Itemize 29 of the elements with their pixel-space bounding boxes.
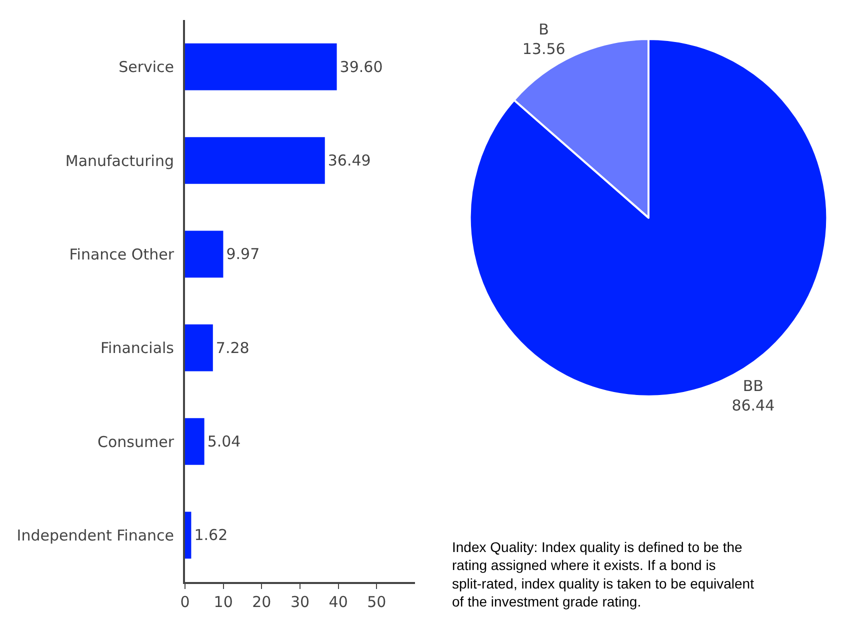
y-tick-label: Manufacturing: [65, 152, 174, 170]
slice-label: BB: [742, 377, 764, 396]
x-tick-label: 0: [180, 593, 190, 611]
bar: [185, 418, 204, 465]
slice-label: B: [538, 20, 549, 39]
x-tick-label: 40: [328, 593, 348, 611]
x-tick-label: 20: [252, 593, 272, 611]
y-tick-label: Service: [118, 58, 174, 76]
bar: [185, 43, 337, 90]
bar: [185, 324, 213, 372]
y-tick-label: Finance Other: [69, 245, 175, 264]
text: Index Quality: Index quality is defined to be the rating assigned where it exists. If a bond is split-rated, index quality is taken to be equivalent of the investment grade rating.: [452, 539, 754, 610]
x-tick-label: 30: [290, 593, 310, 611]
bar: [185, 230, 224, 278]
x-tick-label: 10: [214, 593, 233, 611]
bar: [185, 512, 192, 559]
data-label: 86.44: [732, 396, 775, 415]
data-label: 7.28: [216, 338, 250, 357]
y-tick-label: Independent Finance: [16, 526, 174, 544]
x-tick-label: 50: [367, 593, 386, 611]
data-label: 1.62: [194, 526, 228, 544]
data-label: 39.60: [340, 58, 383, 76]
y-tick-label: Financials: [100, 339, 174, 358]
bar: [185, 137, 325, 184]
data-label: 5.04: [207, 432, 241, 450]
y-tick-label: Consumer: [98, 432, 175, 451]
data-label: 36.49: [328, 152, 371, 170]
data-label: 9.97: [226, 245, 260, 264]
data-label: 13.56: [522, 40, 566, 58]
